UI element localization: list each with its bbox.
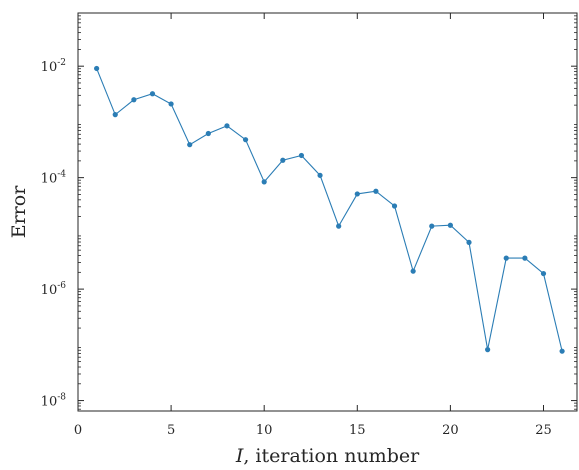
x-tick-label: 25 — [535, 423, 552, 438]
data-point — [466, 239, 472, 245]
x-axis-variable: I — [235, 445, 244, 467]
data-point — [503, 255, 509, 261]
x-tick-label: 20 — [442, 423, 459, 438]
y-tick-label: 10-8 — [41, 393, 67, 410]
y-tick-exponent: -6 — [57, 281, 66, 291]
x-tick-label: 15 — [349, 423, 366, 438]
y-tick-exponent: -2 — [57, 58, 66, 68]
data-point — [522, 255, 528, 261]
x-tick-label: 0 — [74, 423, 82, 438]
major-ticks — [77, 13, 577, 411]
series-line — [96, 68, 563, 352]
data-point — [224, 123, 230, 129]
data-point — [317, 172, 323, 178]
y-tick-base: 10 — [41, 172, 58, 187]
y-axis-title: Error — [8, 185, 30, 238]
y-tick-labels: 10-810-610-410-2 — [41, 58, 67, 409]
y-tick-base: 10 — [41, 60, 58, 75]
data-point — [447, 222, 453, 228]
data-point — [391, 203, 398, 209]
data-point — [242, 137, 249, 143]
x-axis-title: I, iteration number — [235, 445, 420, 467]
data-point — [168, 101, 174, 107]
data-point — [205, 130, 211, 137]
data-point — [298, 152, 305, 159]
data-point — [429, 223, 435, 229]
minor-ticks — [78, 12, 577, 410]
data-point — [280, 157, 286, 163]
series-group — [94, 65, 565, 354]
data-point — [94, 65, 100, 72]
x-tick-label: 10 — [256, 423, 273, 438]
y-tick-label: 10-4 — [41, 170, 67, 187]
data-point — [540, 270, 547, 277]
x-axis-text: , iteration number — [243, 445, 420, 467]
data-point — [112, 112, 118, 118]
data-point — [559, 348, 565, 354]
data-point — [354, 191, 360, 197]
data-point — [485, 347, 491, 353]
y-tick-exponent: -4 — [57, 170, 66, 180]
plot-frame — [77, 12, 578, 412]
data-point — [336, 223, 342, 229]
data-point — [410, 268, 416, 274]
data-point — [149, 91, 156, 97]
x-tick-labels: 0 5 10 15 20 25 — [74, 423, 552, 438]
x-tick-label: 5 — [167, 423, 175, 438]
data-point — [187, 142, 193, 148]
y-tick-label: 10-6 — [41, 281, 67, 298]
data-point — [131, 97, 137, 103]
data-point — [373, 188, 379, 194]
y-tick-base: 10 — [41, 283, 58, 298]
y-tick-exponent: -8 — [57, 393, 66, 403]
y-tick-label: 10-2 — [41, 58, 66, 75]
y-tick-base: 10 — [41, 395, 58, 410]
data-point — [261, 179, 267, 185]
